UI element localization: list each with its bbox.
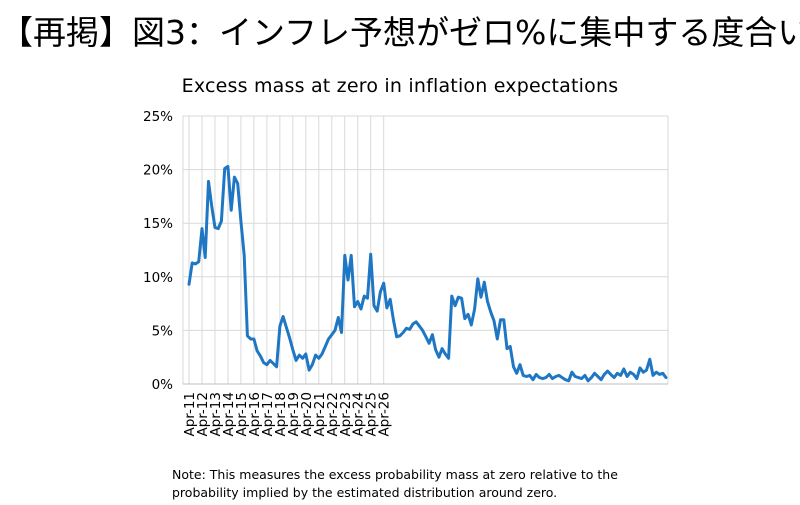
x-tick-label: Apr-19	[286, 392, 302, 437]
x-tick-label: Apr-17	[260, 392, 276, 437]
y-tick-label: 25%	[143, 109, 173, 125]
chart-note: Note: This measures the excess probabili…	[172, 466, 618, 502]
y-tick-label: 5%	[152, 323, 174, 339]
x-tick-label: Apr-16	[247, 392, 263, 437]
y-tick-label: 0%	[152, 377, 174, 393]
x-tick-label: Apr-18	[273, 392, 289, 437]
x-tick-labels: Apr-11Apr-12Apr-13Apr-14Apr-15Apr-16Apr-…	[182, 392, 393, 437]
line-chart: 0%5%10%15%20%25% Apr-11Apr-12Apr-13Apr-1…	[143, 109, 669, 437]
x-tick-label: Apr-13	[208, 392, 224, 437]
y-tick-label: 15%	[143, 216, 173, 232]
x-tick-label: Apr-22	[325, 392, 341, 437]
page-headline: 【再掲】図3：インフレ予想がゼロ%に集中する度合い	[0, 13, 800, 52]
x-tick-label: Apr-26	[377, 392, 393, 437]
x-tick-label: Apr-20	[299, 392, 315, 437]
note-line-1: Note: This measures the excess probabili…	[172, 467, 618, 482]
x-tick-label: Apr-15	[234, 392, 250, 437]
series-line	[187, 164, 668, 383]
x-tick-label: Apr-25	[364, 392, 380, 437]
y-tick-label: 20%	[143, 163, 173, 179]
chart-title: Excess mass at zero in inflation expecta…	[181, 75, 619, 97]
x-tick-label: Apr-14	[221, 392, 237, 437]
x-tick-label: Apr-23	[338, 392, 354, 437]
y-tick-labels: 0% 5% 10% 15% 20% 25%	[143, 109, 173, 393]
series-layer	[187, 164, 668, 383]
x-tick-label: Apr-21	[312, 392, 328, 437]
y-tick-label: 10%	[143, 270, 173, 286]
x-tick-label: Apr-11	[182, 392, 198, 437]
note-line-2: probability implied by the estimated dis…	[172, 485, 558, 500]
axes	[182, 115, 669, 385]
x-tick-label: Apr-24	[351, 392, 367, 437]
x-tick-label: Apr-12	[195, 392, 211, 437]
